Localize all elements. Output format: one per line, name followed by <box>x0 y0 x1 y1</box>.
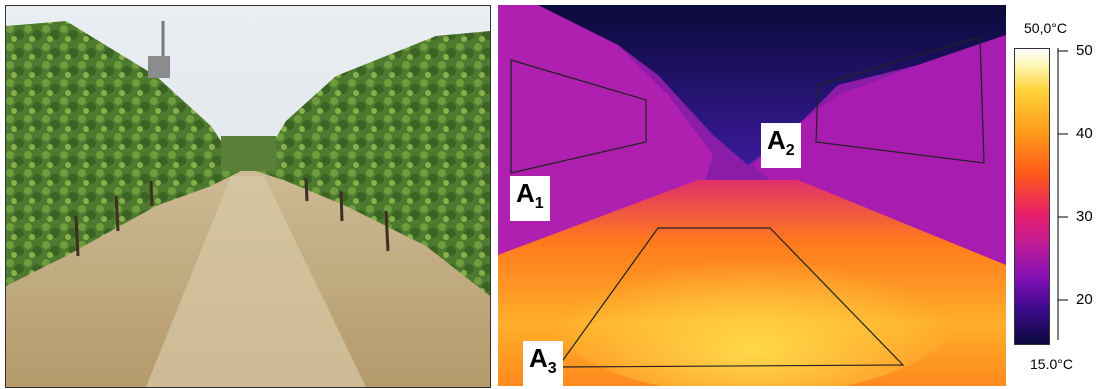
roi-a2-label: A2 <box>761 123 801 168</box>
vineyard-photo-drawing <box>6 6 490 387</box>
colorbar-tick-50: 50 <box>1076 42 1093 59</box>
colorbar-ticks <box>1050 40 1070 350</box>
temperature-colorbar <box>1014 48 1050 345</box>
colorbar-min-label: 15.0°C <box>1030 356 1073 372</box>
colorbar-tick-40: 40 <box>1076 125 1093 142</box>
thermal-image-drawing <box>498 5 1006 386</box>
colorbar-max-label: 50,0°C <box>1024 20 1067 36</box>
thermal-image: A1 A2 A3 <box>498 5 1006 386</box>
vineyard-photo <box>5 5 491 388</box>
roi-a1-label: A1 <box>510 176 550 221</box>
roi-a3-label: A3 <box>523 341 563 386</box>
colorbar-tick-30: 30 <box>1076 208 1093 225</box>
colorbar-tick-20: 20 <box>1076 291 1093 308</box>
